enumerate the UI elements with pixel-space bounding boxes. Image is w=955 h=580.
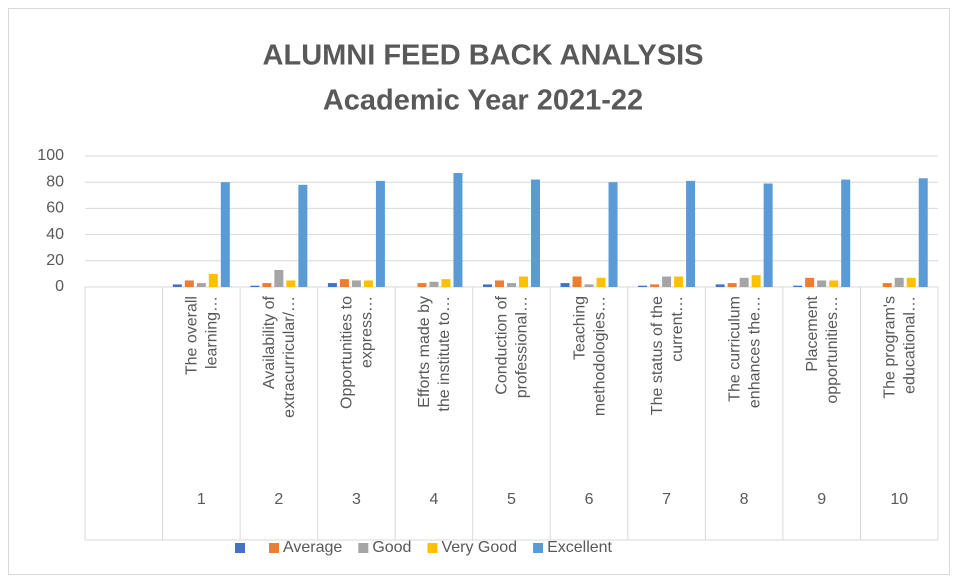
- group-label: 3: [352, 491, 361, 508]
- x-tick-label: professional…: [514, 296, 531, 398]
- y-tick-label: 20: [46, 252, 64, 269]
- group-label: 1: [197, 491, 206, 508]
- bar: [793, 285, 803, 287]
- bar: [763, 183, 773, 287]
- chart-title: ALUMNI FEED BACK ANALYSIS: [263, 40, 704, 72]
- bar: [262, 283, 272, 287]
- bar: [298, 184, 308, 287]
- x-tick-label: the institute to…: [436, 296, 453, 412]
- bar: [751, 275, 761, 287]
- bar: [196, 283, 206, 287]
- y-tick-label: 60: [46, 200, 64, 217]
- bar: [286, 280, 296, 287]
- bar: [584, 284, 594, 287]
- group-label: 5: [507, 491, 516, 508]
- bar: [674, 276, 684, 287]
- bar: [608, 182, 618, 287]
- group-label: 9: [817, 491, 826, 508]
- x-tick-label: Availability of: [261, 295, 278, 389]
- x-tick-label: extracurricular/…: [281, 296, 298, 418]
- x-tick-label: methodologies…: [591, 296, 608, 416]
- group-label: 2: [274, 491, 283, 508]
- y-tick-label: 80: [46, 173, 64, 190]
- x-tick-label: Opportunities to: [339, 296, 356, 409]
- bar: [531, 179, 540, 287]
- bar: [906, 277, 916, 287]
- group-label: 4: [430, 491, 439, 508]
- y-tick-label: 100: [37, 147, 64, 164]
- bar: [495, 280, 504, 287]
- y-tick-label: 0: [55, 278, 64, 295]
- bar: [250, 285, 260, 287]
- bar: [882, 283, 892, 287]
- x-tick-label: enhances the…: [746, 296, 763, 408]
- legend-marker: [269, 543, 279, 553]
- bar: [727, 283, 737, 287]
- bar: [560, 283, 570, 287]
- bar: [650, 284, 660, 287]
- x-tick-label: The status of the: [649, 296, 666, 415]
- bar: [715, 284, 725, 287]
- bar: [375, 180, 385, 287]
- bar: [519, 276, 528, 287]
- group-label: 8: [740, 491, 749, 508]
- legend-label: Average: [283, 539, 342, 556]
- legend-marker: [427, 543, 438, 553]
- bar: [339, 279, 349, 287]
- x-tick-label: current…: [669, 296, 686, 362]
- bar: [172, 284, 182, 287]
- bar: [351, 280, 361, 287]
- x-tick-label: opportunities…: [824, 296, 841, 404]
- bar: [441, 279, 451, 287]
- bar: [429, 281, 439, 287]
- legend-marker: [533, 543, 544, 553]
- legend-label: Good: [372, 539, 411, 556]
- x-tick-label: Conduction of: [494, 295, 511, 394]
- x-tick-label: The curriculum: [726, 296, 743, 402]
- bar: [507, 283, 516, 287]
- bar: [274, 269, 284, 287]
- bar: [184, 280, 194, 287]
- y-tick-label: 40: [46, 226, 64, 243]
- bar: [327, 283, 337, 287]
- legend-marker: [358, 543, 369, 553]
- bar: [638, 285, 648, 287]
- bar: [662, 276, 672, 287]
- bar: [841, 179, 851, 287]
- bar: [829, 280, 839, 287]
- chart-border: [8, 8, 950, 575]
- x-tick-label: Efforts made by: [416, 296, 433, 408]
- legend-marker: [235, 543, 245, 553]
- bar: [739, 277, 749, 287]
- bar: [686, 180, 696, 287]
- bar: [596, 277, 606, 287]
- bar: [572, 276, 582, 287]
- chart-subtitle: Academic Year 2021-22: [323, 85, 643, 117]
- x-tick-label: The program's: [881, 296, 898, 399]
- group-label: 10: [890, 491, 908, 508]
- bar: [817, 280, 827, 287]
- bar: [805, 277, 815, 287]
- bar: [220, 182, 230, 287]
- legend-label: Excellent: [547, 539, 612, 556]
- x-tick-label: Placement: [804, 295, 821, 371]
- x-tick-label: educational…: [901, 296, 918, 394]
- bar: [417, 283, 427, 287]
- bar: [453, 173, 463, 287]
- bar: [918, 178, 928, 287]
- x-tick-label: learning…: [204, 296, 221, 369]
- x-tick-label: The overall: [184, 296, 201, 375]
- x-tick-label: express…: [359, 296, 376, 368]
- legend-label: Very Good: [441, 539, 517, 556]
- x-tick-label: Teaching: [571, 296, 588, 360]
- group-label: 7: [662, 491, 671, 508]
- bar: [894, 277, 904, 287]
- bar: [363, 280, 373, 287]
- bar: [483, 284, 492, 287]
- group-label: 6: [585, 491, 594, 508]
- bar: [208, 273, 218, 287]
